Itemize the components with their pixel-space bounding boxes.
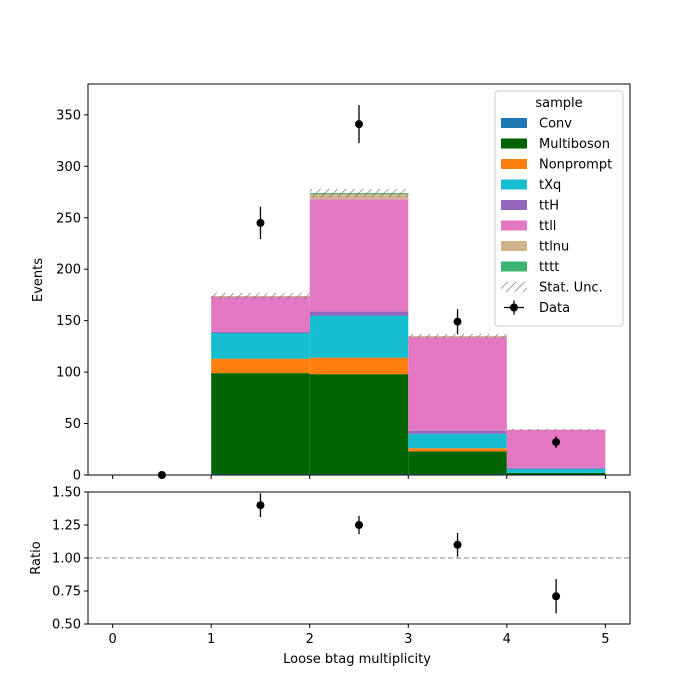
main-ytick-label: 250 [56, 211, 81, 226]
ratio-point-0 [256, 501, 265, 510]
bar-ttll-bin-3 [408, 337, 507, 431]
bar-conv-bin-2 [309, 473, 409, 475]
stat-unc-band-bin-1 [211, 292, 310, 300]
main-ytick-label: 150 [56, 314, 81, 329]
legend-swatch-txq [501, 179, 527, 190]
legend-label-ttll: ttll [539, 219, 556, 234]
bar-conv-bin-1 [211, 473, 310, 475]
bar-nonprompt-bin-1 [211, 358, 310, 374]
ratio-point-3 [552, 592, 561, 601]
bar-multiboson-bin-1 [211, 373, 310, 474]
ratio-ytick-label: 1.00 [52, 552, 81, 567]
legend-swatch-ttll [501, 220, 527, 231]
main-ytick-label: 300 [56, 160, 81, 175]
main-ytick-label: 50 [64, 417, 81, 432]
bar-nonprompt-bin-3 [408, 448, 507, 452]
legend-swatch-data-marker [510, 303, 518, 312]
stat-unc-band-bin-3 [408, 334, 507, 339]
ratio-plot: 0.50 0.75 1.00 1.25 1.50 0 1 2 3 4 5 Ratio Loose … [29, 486, 631, 667]
legend-title: sample [535, 96, 582, 111]
bar-txq-bin-3 [408, 433, 507, 449]
main-ytick-label: 200 [56, 263, 81, 278]
bar-txq-bin-2 [309, 315, 409, 358]
legend-label-multiboson: Multiboson [539, 137, 610, 152]
legend-swatch-conv [501, 118, 527, 128]
y-axis-title-ratio: Ratio [29, 541, 44, 574]
ratio-y-ticks: 0.50 0.75 1.00 1.25 1.50 [52, 486, 88, 633]
main-y-ticks: 0 50 100 150 200 250 300 350 [56, 108, 88, 484]
bar-txq-bin-1 [211, 333, 310, 359]
legend-label-conv: Conv [539, 117, 572, 132]
legend: sample Conv Multiboson Nonprompt tXq ttH ttll t… [494, 90, 624, 327]
main-ytick-label: 0 [73, 469, 81, 484]
legend-swatch-nonprompt [501, 159, 527, 169]
x-axis-title: Loose btag multiplicity [283, 652, 431, 667]
legend-label-tttt: tttt [539, 260, 559, 275]
bar-multiboson-bin-4 [506, 472, 606, 475]
ratio-point-1 [355, 521, 363, 529]
ratio-x-ticks: 0 1 2 3 4 5 [108, 624, 610, 647]
ratio-ytick-label: 1.50 [52, 486, 81, 501]
bar-ttll-bin-2 [309, 199, 409, 312]
legend-label-txq: tXq [539, 178, 561, 193]
legend-swatch-ttlnu [501, 241, 527, 251]
ratio-points [256, 493, 561, 614]
bar-tth-bin-4 [506, 467, 606, 469]
ratio-ytick-label: 0.50 [52, 618, 81, 633]
legend-label-tth: ttH [539, 199, 559, 214]
data-point-1 [256, 218, 265, 227]
stacked-bars [211, 193, 606, 475]
bar-nonprompt-bin-2 [309, 357, 409, 375]
ratio-ytick-label: 0.75 [52, 585, 81, 600]
y-axis-title-events: Events [31, 258, 46, 302]
bar-tth-bin-1 [211, 331, 310, 334]
ratio-xtick-label: 2 [306, 632, 314, 647]
bar-conv-bin-3 [408, 473, 507, 475]
data-points [157, 105, 561, 479]
ratio-xtick-label: 3 [404, 632, 412, 647]
stat-unc-band-bin-4 [506, 428, 606, 431]
bar-tth-bin-2 [309, 311, 409, 316]
legend-label-nonprompt: Nonprompt [539, 158, 612, 173]
stat-unc-bands [211, 188, 606, 431]
bar-multiboson-bin-2 [309, 374, 409, 474]
ratio-xtick-label: 1 [207, 632, 215, 647]
main-ytick-label: 350 [56, 108, 81, 123]
legend-swatch-tttt [501, 261, 527, 272]
bar-tth-bin-3 [408, 430, 507, 434]
bar-ttll-bin-4 [506, 429, 606, 468]
bar-multiboson-bin-3 [408, 451, 507, 474]
legend-label-data: Data [539, 301, 570, 316]
legend-swatch-stat-unc [501, 282, 527, 292]
bar-ttll-bin-1 [211, 296, 310, 332]
legend-swatch-tth [501, 200, 527, 210]
main-x-ticks [112, 475, 606, 479]
legend-label-stat-unc: Stat. Unc. [539, 281, 603, 296]
bar-txq-bin-4 [506, 468, 606, 473]
stat-unc-band-bin-2 [309, 188, 409, 198]
ratio-ytick-label: 1.25 [52, 519, 81, 534]
legend-label-ttlnu: ttlnu [539, 240, 569, 255]
main-plot-frame [87, 83, 631, 476]
ratio-point-2 [453, 540, 462, 549]
ratio-xtick-label: 5 [601, 632, 609, 647]
data-point-4 [552, 438, 561, 447]
data-point-2 [355, 120, 363, 129]
legend-swatch-multiboson [501, 138, 527, 149]
ratio-xtick-label: 0 [108, 632, 116, 647]
main-ytick-label: 100 [56, 366, 81, 381]
data-point-3 [453, 317, 462, 326]
ratio-xtick-label: 4 [503, 632, 511, 647]
